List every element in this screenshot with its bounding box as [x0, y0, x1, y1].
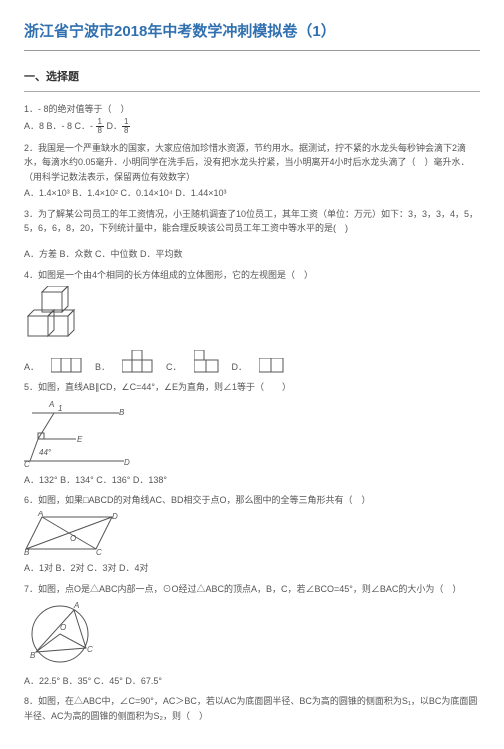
question-3: 3．为了解某公司员工的年工资情况，小王随机调查了10位员工，其年工资（单位：万元…	[24, 207, 480, 262]
paper-title: 浙江省宁波市2018年中考数学冲刺模拟卷（1）	[24, 20, 480, 51]
frac-den: 8	[96, 127, 104, 135]
question-6: 6．如图，如果□ABCD的对角线AC、BD相交于点O，那么图中的全等三角形共有（…	[24, 493, 480, 576]
q6-stem: 6．如图，如果□ABCD的对角线AC、BD相交于点O，那么图中的全等三角形共有（…	[24, 493, 480, 507]
question-7: 7．如图，点O是△ABC内部一点，⊙O经过△ABC的顶点A，B，C，若∠BCO=…	[24, 582, 480, 689]
svg-text:A: A	[37, 511, 43, 518]
optB-label: B．	[95, 360, 110, 374]
frac-den: 8	[122, 127, 130, 135]
q5-figure: 1 A B E C 44° D	[24, 399, 480, 469]
parallel-lines-icon: 1 A B E C 44° D	[24, 399, 134, 469]
svg-text:D: D	[124, 458, 130, 467]
svg-text:D: D	[112, 512, 118, 521]
fraction-icon: 18	[122, 118, 130, 135]
circle-triangle-icon: A O B C	[24, 600, 104, 670]
q4-optC-icon	[194, 350, 220, 374]
svg-text:O: O	[70, 534, 76, 543]
fraction-icon: 18	[96, 118, 104, 135]
svg-text:A: A	[73, 601, 79, 610]
q4-optA-icon	[51, 358, 83, 374]
cuboid-3d-icon	[24, 286, 104, 346]
question-8: 8．如图，在△ABC中，∠C=90°，AC＞BC，若以AC为底面圆半径、BC为高…	[24, 694, 480, 723]
question-2: 2．我国是一个严重缺水的国家，大家应倍加珍惜水资源，节约用水。据测试，拧不紧的水…	[24, 141, 480, 201]
spacer	[24, 237, 480, 245]
q1-opts-text: A．8 B．- 8 C．-	[24, 121, 96, 131]
question-4: 4．如图是一个由4个相同的长方体组成的立体图形，它的左视图是（ ） A． B．	[24, 268, 480, 374]
q4-solid-figure	[24, 286, 480, 346]
svg-text:A: A	[48, 400, 54, 409]
q7-stem: 7．如图，点O是△ABC内部一点，⊙O经过△ABC的顶点A，B，C，若∠BCO=…	[24, 582, 480, 596]
q6-options: A．1对 B．2对 C．3对 D．4对	[24, 561, 480, 575]
svg-text:O: O	[60, 623, 66, 632]
optD-label: D．	[232, 360, 248, 374]
optA-label: A．	[24, 360, 39, 374]
q4-options-row: A． B． C． D．	[24, 350, 480, 374]
q3-options: A．方差 B．众数 C．中位数 D．平均数	[24, 247, 480, 261]
svg-text:1: 1	[58, 404, 62, 413]
svg-text:B: B	[24, 548, 30, 557]
q4-optB-icon	[122, 350, 154, 374]
q4-stem: 4．如图是一个由4个相同的长方体组成的立体图形，它的左视图是（ ）	[24, 268, 480, 282]
q7-figure: A O B C	[24, 600, 480, 670]
q8-stem: 8．如图，在△ABC中，∠C=90°，AC＞BC，若以AC为底面圆半径、BC为高…	[24, 694, 480, 723]
section-header: 一、选择题	[24, 69, 480, 92]
q3-stem: 3．为了解某公司员工的年工资情况，小王随机调查了10位员工，其年工资（单位：万元…	[24, 207, 480, 236]
q7-options: A．22.5° B．35° C．45° D．67.5°	[24, 674, 480, 688]
optC-label: C．	[166, 360, 182, 374]
q1-stem: 1．- 8的绝对值等于（ ）	[24, 102, 480, 116]
svg-text:E: E	[77, 435, 83, 444]
parallelogram-icon: A D B C O	[24, 511, 124, 557]
q2-stem: 2．我国是一个严重缺水的国家，大家应倍加珍惜水资源，节约用水。据测试，拧不紧的水…	[24, 141, 480, 184]
svg-text:C: C	[96, 548, 102, 557]
q5-stem: 5．如图，直线AB∥CD，∠C=44°，∠E为直角，则∠1等于（ ）	[24, 380, 480, 394]
question-1: 1．- 8的绝对值等于（ ） A．8 B．- 8 C．- 18 D．18	[24, 102, 480, 135]
q1-optD-label: D．	[104, 121, 122, 131]
q5-options: A．132° B．134° C．136° D．138°	[24, 473, 480, 487]
svg-text:B: B	[119, 408, 125, 417]
q4-optD-icon	[259, 358, 285, 374]
question-5: 5．如图，直线AB∥CD，∠C=44°，∠E为直角，则∠1等于（ ） 1 A B…	[24, 380, 480, 487]
q2-options: A．1.4×10³ B．1.4×10² C．0.14×10⁴ D．1.44×10…	[24, 186, 480, 200]
svg-text:C: C	[24, 460, 30, 469]
q6-figure: A D B C O	[24, 511, 480, 557]
q1-options: A．8 B．- 8 C．- 18 D．18	[24, 118, 480, 135]
svg-text:C: C	[87, 645, 93, 654]
svg-text:B: B	[30, 651, 36, 660]
svg-text:44°: 44°	[39, 448, 52, 457]
